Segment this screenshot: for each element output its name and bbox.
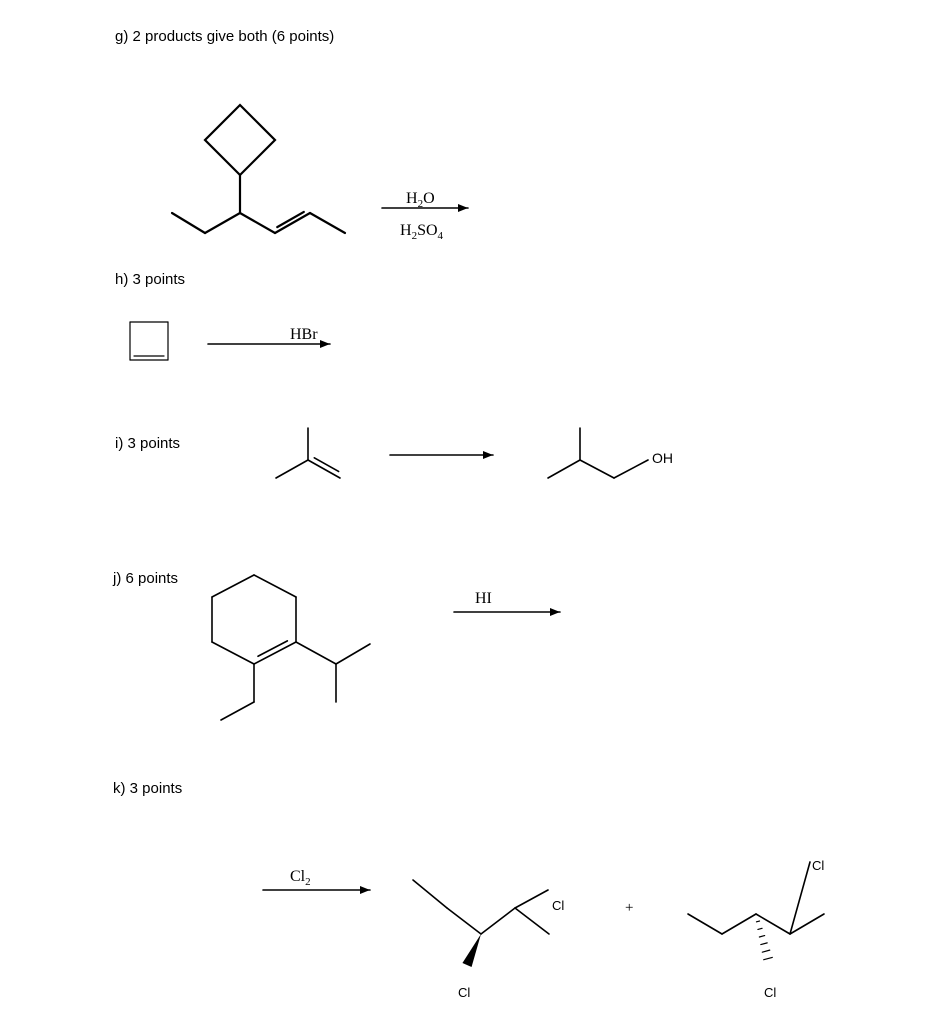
cl-label-k1-down: Cl <box>458 985 470 1000</box>
molecule-k <box>0 0 941 1024</box>
plus-k: + <box>625 900 633 917</box>
cl-label-k2-hash: Cl <box>764 985 776 1000</box>
page: g) 2 products give both (6 points) H2O H… <box>0 0 941 1024</box>
cl-label-k2-up: Cl <box>812 858 824 873</box>
cl-label-k1-right: Cl <box>552 898 564 913</box>
